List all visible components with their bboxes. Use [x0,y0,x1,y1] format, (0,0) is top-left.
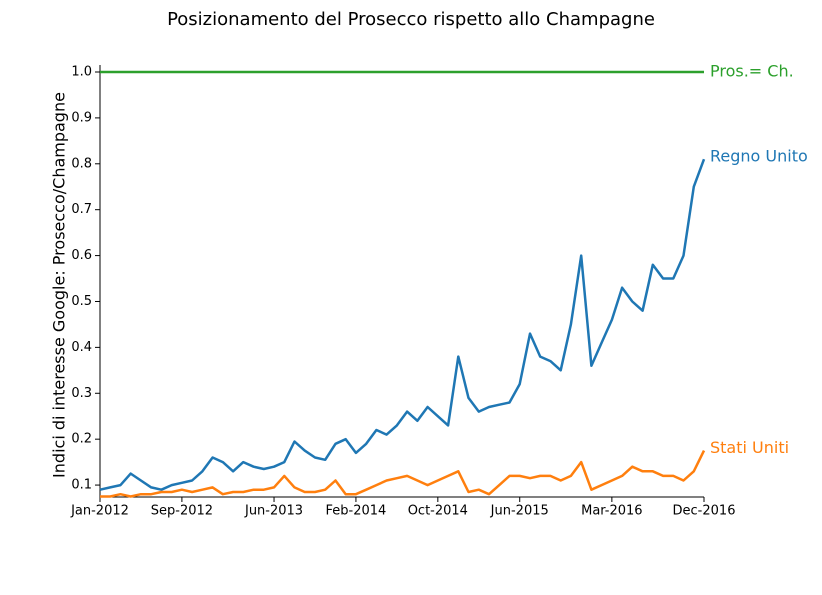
x-tick-label: Sep-2012 [151,504,213,519]
x-tick-label: Oct-2014 [408,504,468,519]
x-tick-label: Dec-2016 [673,504,736,519]
y-tick-label: 0.5 [71,294,92,309]
y-tick-label: 0.2 [71,432,92,447]
y-tick-label: 0.3 [71,386,92,401]
series-label: Regno Unito [710,147,808,166]
y-tick-label: 0.6 [71,248,92,263]
y-tick-label: 0.1 [71,478,92,493]
y-tick-label: 1.0 [71,65,92,80]
y-axis-label: Indici di interesse Google: Prosecco/Cha… [50,92,69,478]
y-tick-label: 0.8 [71,156,92,171]
x-tick-label: Jun-2013 [244,504,303,519]
y-tick-label: 0.7 [71,202,92,217]
series-label: Stati Uniti [710,438,789,457]
data-line [99,158,706,491]
x-tick-label: Jun-2015 [490,504,549,519]
reference-label: Pros.= Ch. [710,62,794,81]
y-tick-label: 0.4 [71,340,92,355]
data-line [100,450,706,498]
x-tick-label: Jan-2012 [70,504,129,519]
chart-title: Posizionamento del Prosecco rispetto all… [167,9,655,30]
y-tick-label: 0.9 [71,110,92,125]
x-tick-label: Mar-2016 [581,504,642,519]
x-tick-label: Feb-2014 [326,504,387,519]
